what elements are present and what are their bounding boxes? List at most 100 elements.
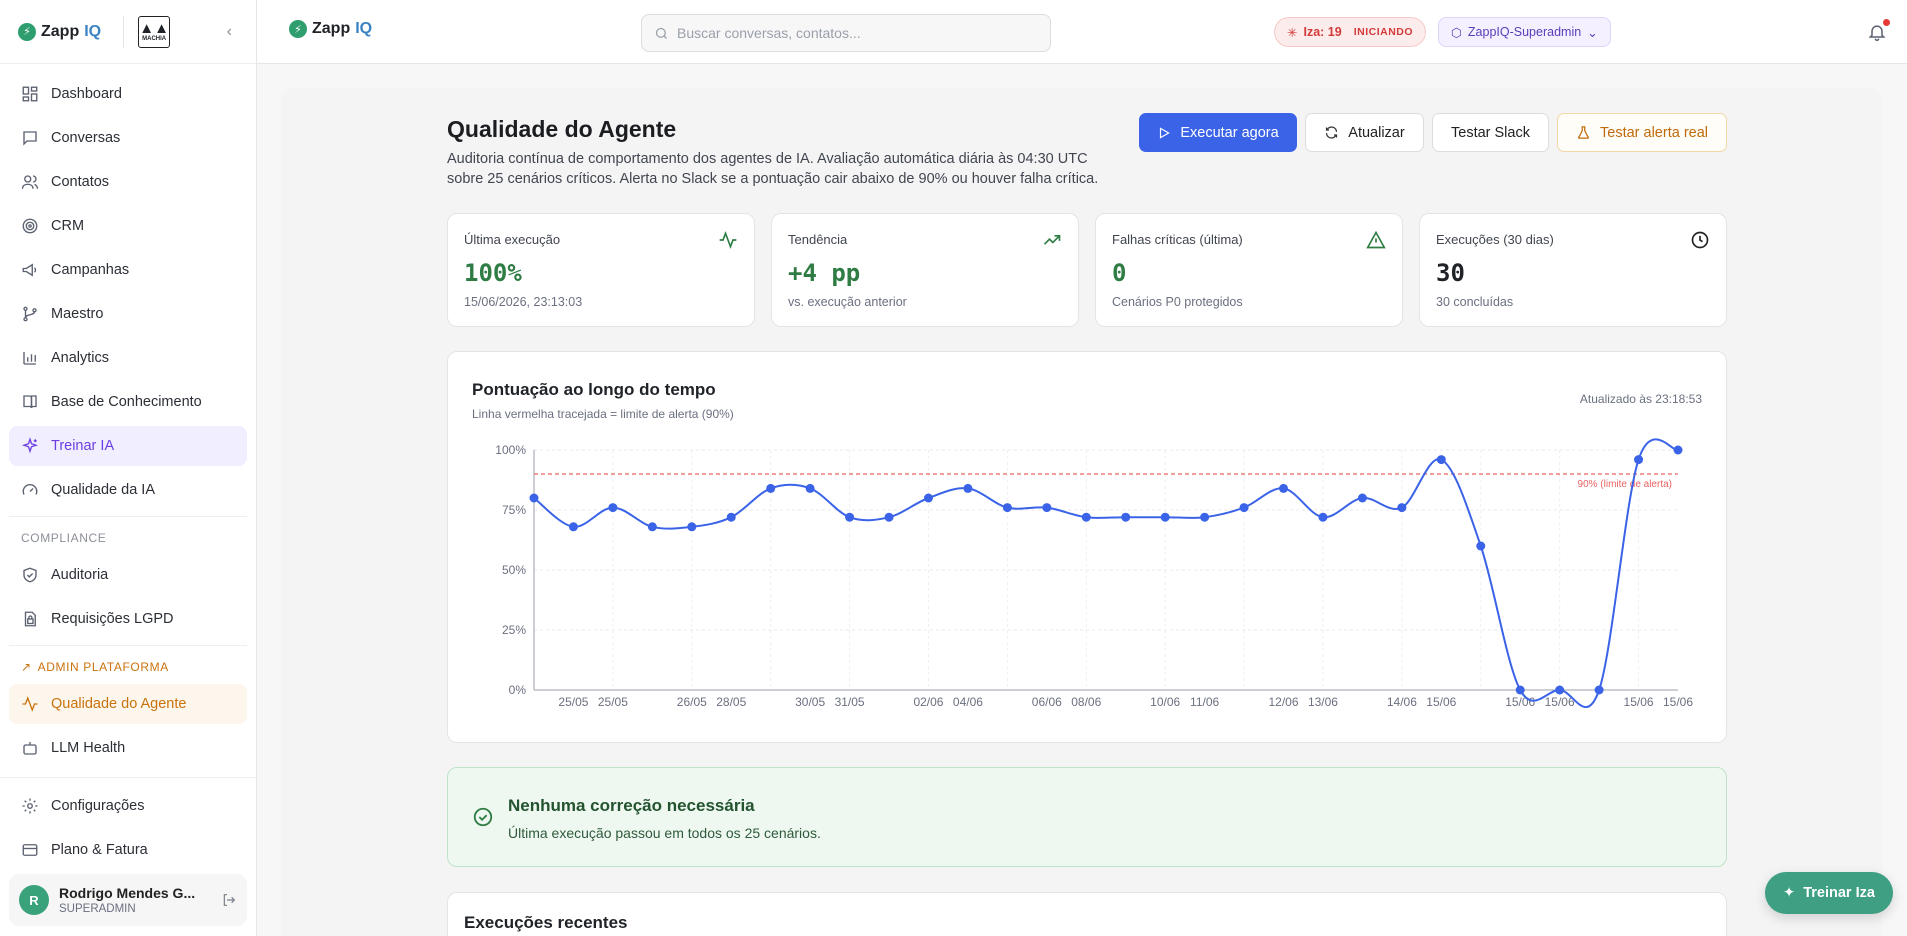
sparkles-icon: [21, 437, 39, 454]
kpi-executions: Execuções (30 dias) 30 30 concluídas: [1419, 213, 1727, 327]
activity-icon: [719, 230, 737, 250]
x-tick-label: 25/05: [558, 695, 588, 709]
score-data-point: [1357, 493, 1367, 503]
sidebar-item-dashboard[interactable]: Dashboard: [9, 74, 247, 114]
sparkles-icon: ✦: [1783, 885, 1796, 901]
score-data-point: [805, 483, 815, 493]
activity-icon: [22, 696, 38, 712]
score-data-point: [1200, 512, 1210, 522]
score-data-point: [647, 522, 657, 532]
x-tick-label: 14/06: [1387, 695, 1417, 709]
score-data-point: [608, 503, 618, 513]
status-subtitle: Última execução passou em todos os 25 ce…: [508, 825, 821, 841]
sidebar-item-conversas[interactable]: Conversas: [9, 118, 247, 158]
x-tick-label: 06/06: [1032, 695, 1062, 709]
score-data-point: [963, 483, 973, 493]
gear-icon: [22, 798, 38, 814]
iza-status-badge[interactable]: ✳ Iza: 19 INICIANDO: [1274, 17, 1427, 47]
score-data-point: [1042, 503, 1052, 513]
y-tick-label: 50%: [502, 563, 526, 577]
sidebar-item-crm[interactable]: CRM: [9, 206, 247, 246]
sidebar-item-maestro[interactable]: Maestro: [9, 294, 247, 334]
refresh-button[interactable]: Atualizar: [1305, 113, 1424, 152]
score-data-point: [845, 512, 855, 522]
x-tick-label: 11/06: [1190, 695, 1219, 709]
page-title: Qualidade do Agente: [447, 116, 677, 142]
x-tick-label: 15/06: [1426, 695, 1456, 709]
trending-up-icon: [1043, 235, 1061, 245]
status-title: Nenhuma correção necessária: [508, 796, 755, 815]
sidebar-item-qualidade-da-ia[interactable]: Qualidade da IA: [9, 470, 247, 510]
sidebar-item-auditoria[interactable]: Auditoria: [9, 555, 247, 595]
test-slack-button[interactable]: Testar Slack: [1432, 113, 1549, 152]
score-data-point: [726, 512, 736, 522]
sidebar-item-contatos[interactable]: Contatos: [9, 162, 247, 202]
sparkle-icon: ✳: [1287, 25, 1298, 40]
test-real-alert-button[interactable]: Testar alerta real: [1557, 113, 1727, 152]
x-tick-label: 13/06: [1308, 695, 1338, 709]
sidebar-item-analytics[interactable]: Analytics: [9, 338, 247, 378]
recent-executions-card: Execuções recentes: [447, 892, 1727, 936]
sidebar-item-campanhas[interactable]: Campanhas: [9, 250, 247, 290]
gauge-icon: [22, 484, 38, 495]
page-subtitle: Auditoria contínua de comportamento dos …: [447, 151, 1099, 187]
sidebar-item-configuracoes[interactable]: Configurações: [9, 786, 247, 826]
sidebar-item-base-de-conhecimento[interactable]: Base de Conhecimento: [9, 382, 247, 422]
header-logo[interactable]: ⚡ Zapp IQ: [289, 20, 372, 38]
sidebar: ⚡ Zapp IQ ▲▲ MACHIA ‹ Dashboard Conversas…: [0, 0, 257, 936]
logout-icon[interactable]: [221, 892, 237, 908]
sidebar-item-plano-fatura[interactable]: Plano & Fatura: [9, 830, 247, 870]
x-tick-label: 30/05: [795, 695, 825, 709]
credit-card-icon: [22, 844, 38, 856]
app-logo[interactable]: ⚡ Zapp IQ: [18, 22, 101, 41]
y-tick-label: 75%: [502, 503, 526, 517]
score-data-point: [1436, 455, 1446, 465]
users-icon: [21, 175, 39, 189]
kpi-trend: Tendência +4 pp vs. execução anterior: [771, 213, 1079, 327]
search-input[interactable]: Buscar conversas, contatos...: [641, 14, 1051, 52]
x-tick-label: 25/05: [598, 695, 628, 709]
y-tick-label: 100%: [495, 443, 526, 457]
clock-icon: [1691, 231, 1709, 249]
git-branch-icon: [23, 306, 37, 322]
score-data-point: [529, 493, 539, 503]
score-data-point: [1594, 685, 1604, 695]
score-line-chart: 0% 25% 50% 75% 100% 90% (limite de alerta) 25/…: [495, 438, 1693, 709]
org-selector[interactable]: ⬡ ZappIQ-Superadmin ⌄: [1438, 17, 1611, 47]
sidebar-item-treinar-ia[interactable]: Treinar IA: [9, 426, 247, 466]
notifications-bell[interactable]: [1867, 19, 1890, 47]
check-circle-icon: [473, 807, 493, 827]
sidebar-item-requisicoes-lgpd[interactable]: Requisições LGPD: [9, 599, 247, 639]
bot-icon: [23, 742, 37, 755]
collapse-sidebar-icon[interactable]: ‹: [226, 22, 232, 40]
recent-executions-title: Execuções recentes: [464, 913, 628, 932]
sidebar-header: ⚡ Zapp IQ ▲▲ MACHIA ‹: [0, 0, 256, 64]
score-data-point: [884, 512, 894, 522]
user-role: SUPERADMIN: [59, 903, 136, 915]
user-card[interactable]: R Rodrigo Mendes G... SUPERADMIN: [9, 874, 247, 926]
score-data-point: [687, 522, 697, 532]
train-iza-button[interactable]: ✦ Treinar Iza: [1765, 872, 1893, 914]
score-data-point: [1397, 503, 1407, 513]
status-ok-card: Nenhuma correção necessária Última execu…: [447, 767, 1727, 867]
score-data-point: [1239, 503, 1249, 513]
score-data-point: [1673, 445, 1683, 455]
chart-title: Pontuação ao longo do tempo: [472, 380, 716, 399]
x-tick-label: 15/06: [1624, 695, 1654, 709]
score-chart-card: Pontuação ao longo do tempo Linha vermel…: [447, 351, 1727, 743]
run-now-button[interactable]: Executar agora: [1139, 113, 1297, 152]
sidebar-nav: Dashboard Conversas Contatos CRM Campanh…: [0, 64, 256, 768]
notification-dot: [1883, 19, 1890, 26]
partner-logo: ▲▲ MACHIA: [138, 15, 171, 48]
section-label-admin: ↗ ADMIN PLATAFORMA: [9, 645, 247, 684]
score-data-point: [1160, 512, 1170, 522]
x-tick-label: 15/06: [1663, 695, 1693, 709]
sidebar-item-qualidade-do-agente[interactable]: Qualidade do Agente: [9, 684, 247, 724]
y-tick-label: 25%: [502, 623, 526, 637]
chat-icon: [23, 131, 37, 146]
sidebar-item-llm-health[interactable]: LLM Health: [9, 728, 247, 768]
x-tick-label: 15/06: [1545, 695, 1575, 709]
sidebar-footer: Configurações Plano & Fatura R Rodrigo M…: [0, 777, 256, 936]
x-tick-label: 10/06: [1150, 695, 1180, 709]
score-data-point: [1121, 512, 1131, 522]
